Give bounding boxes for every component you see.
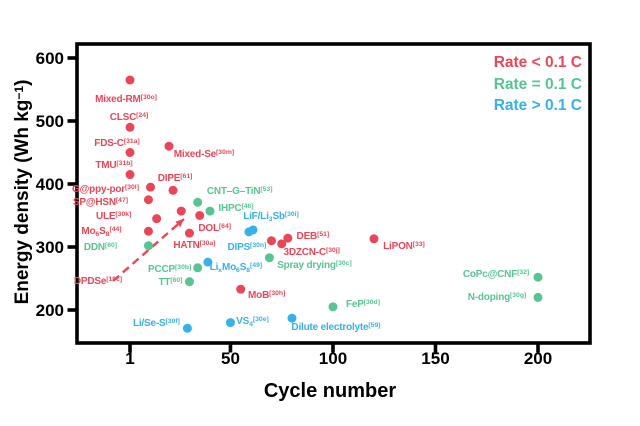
data-point (369, 234, 379, 244)
data-point (184, 277, 194, 287)
data-point (146, 182, 156, 192)
data-point (328, 302, 338, 312)
data-point (176, 206, 186, 216)
data-point (277, 239, 287, 249)
data-point (287, 313, 297, 323)
data-point (225, 318, 235, 328)
data-point (143, 195, 153, 205)
legend-item: Rate > 0.1 C (493, 97, 582, 115)
y-axis-title: Energy density (Wh kg−1) (12, 79, 33, 305)
data-point (244, 227, 254, 237)
trend-arrow-head (175, 219, 184, 228)
data-point (125, 122, 135, 132)
plot-frame (75, 42, 592, 345)
legend: Rate < 0.1 C Rate = 0.1 C Rate > 0.1 C (494, 52, 582, 117)
data-point (125, 170, 135, 180)
data-point (533, 292, 543, 302)
data-point (152, 214, 162, 224)
data-point (203, 257, 213, 267)
data-point (236, 284, 246, 294)
data-point (164, 141, 174, 151)
legend-item: Rate < 0.1 C (493, 54, 582, 71)
data-point (283, 233, 293, 243)
data-point (193, 263, 203, 273)
data-point (184, 228, 194, 238)
x-axis-title: Cycle number (263, 380, 397, 402)
data-point (193, 197, 203, 207)
data-point (195, 211, 205, 220)
data-point (182, 323, 192, 333)
data-point (125, 75, 135, 85)
data-point (205, 206, 215, 216)
data-point (168, 185, 178, 195)
legend-item: Rate = 0.1 C (493, 75, 582, 93)
data-point (264, 253, 274, 263)
trend-arrow (112, 218, 185, 282)
data-point (125, 148, 135, 157)
data-point (533, 272, 543, 282)
data-point (143, 241, 153, 251)
data-point (266, 236, 276, 246)
data-point (143, 226, 153, 236)
